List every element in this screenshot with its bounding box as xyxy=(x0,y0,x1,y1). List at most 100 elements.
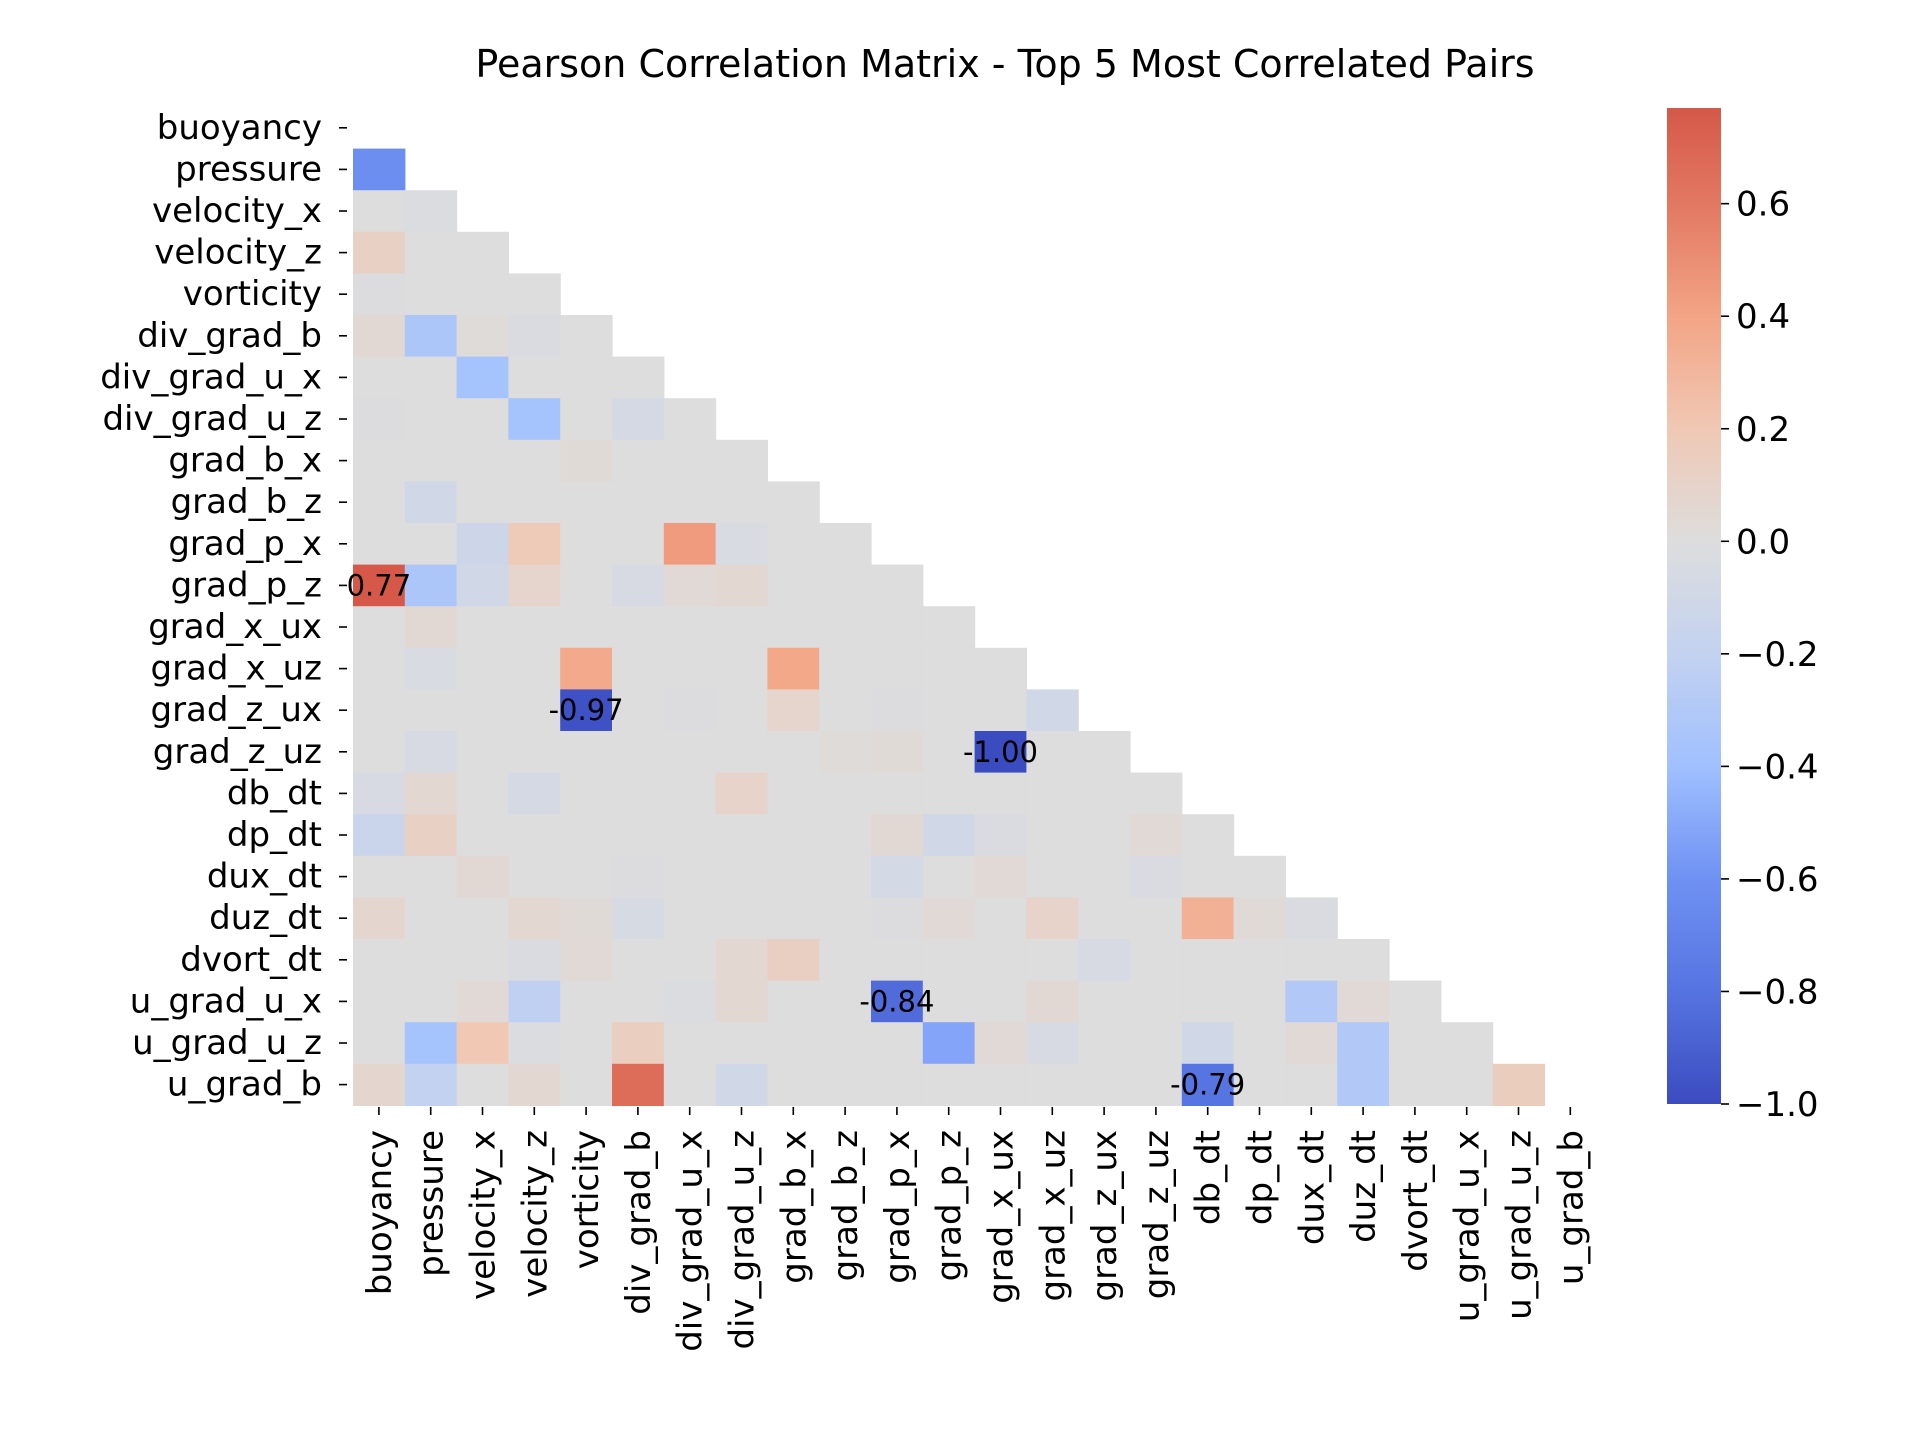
heatmap-cell xyxy=(456,1063,509,1106)
heatmap-cell xyxy=(871,855,924,898)
y-tick-label: grad_p_z xyxy=(171,565,322,605)
heatmap-cell xyxy=(508,439,561,482)
heatmap-cell xyxy=(404,814,458,857)
heatmap-cell xyxy=(404,855,458,898)
heatmap-cell xyxy=(404,980,458,1023)
heatmap-cell xyxy=(353,814,406,857)
colorbar-tick-label: −1.0 xyxy=(1736,1085,1819,1125)
heatmap-cell xyxy=(508,606,561,649)
heatmap-cell xyxy=(353,190,406,233)
heatmap-cell xyxy=(715,439,768,482)
heatmap-cell xyxy=(663,980,717,1023)
heatmap-cell xyxy=(508,356,561,399)
heatmap-cell xyxy=(1078,814,1131,857)
heatmap-cell xyxy=(404,647,458,690)
heatmap-cell xyxy=(974,1063,1027,1106)
heatmap-cell xyxy=(404,439,458,482)
heatmap-cell xyxy=(456,939,509,982)
heatmap-cell xyxy=(974,897,1027,940)
heatmap-cell xyxy=(663,564,717,607)
heatmap-cell xyxy=(508,980,561,1023)
heatmap-cell xyxy=(1389,1022,1442,1065)
heatmap-cell xyxy=(663,398,717,441)
heatmap-cell xyxy=(1233,897,1286,940)
heatmap-cell xyxy=(353,689,406,732)
heatmap-cell xyxy=(456,606,509,649)
heatmap-cell xyxy=(353,1022,406,1065)
heatmap-cell xyxy=(353,772,406,815)
y-tick-label: pressure xyxy=(175,149,322,189)
chart-title: Pearson Correlation Matrix - Top 5 Most … xyxy=(475,42,1534,86)
heatmap-cell xyxy=(819,689,872,732)
heatmap-cell xyxy=(560,689,613,732)
heatmap-cell xyxy=(1026,814,1079,857)
heatmap-cell xyxy=(612,564,665,607)
heatmap-cell xyxy=(456,439,509,482)
heatmap-cell xyxy=(1337,1022,1390,1065)
heatmap-cell xyxy=(508,564,561,607)
heatmap-cell xyxy=(819,855,872,898)
heatmap-cell xyxy=(353,647,406,690)
heatmap-cell xyxy=(353,731,406,774)
heatmap-cell xyxy=(1285,980,1338,1023)
heatmap-cell xyxy=(1026,897,1079,940)
heatmap-cell xyxy=(508,647,561,690)
heatmap-cell xyxy=(922,814,976,857)
heatmap-cell xyxy=(1130,1063,1183,1106)
heatmap-cell xyxy=(819,606,872,649)
y-tick-label: duz_dt xyxy=(209,898,322,938)
heatmap-cell xyxy=(560,980,613,1023)
heatmap-cell xyxy=(404,1063,458,1106)
colorbar-tick-label: 0.6 xyxy=(1736,185,1790,225)
heatmap-cell xyxy=(922,1022,976,1065)
heatmap-cell xyxy=(1440,1063,1494,1106)
heatmap-cell xyxy=(612,1022,665,1065)
x-tick-label: dp_dt xyxy=(1241,1130,1281,1225)
colorbar-tick-label: 0.4 xyxy=(1736,297,1790,337)
heatmap-cell xyxy=(1181,814,1235,857)
heatmap-cell xyxy=(663,814,717,857)
y-tick-label: grad_x_ux xyxy=(148,607,322,647)
heatmap-cells xyxy=(353,148,1545,1106)
heatmap-cell xyxy=(508,273,561,316)
heatmap-cell xyxy=(560,356,613,399)
heatmap-cell xyxy=(456,855,509,898)
heatmap-cell xyxy=(715,939,768,982)
heatmap-cell xyxy=(353,148,406,191)
x-tick-label: duz_dt xyxy=(1344,1130,1384,1243)
heatmap-cell xyxy=(922,731,976,774)
heatmap-cell xyxy=(819,523,872,566)
heatmap-cell xyxy=(663,731,717,774)
heatmap-cell xyxy=(1233,1022,1286,1065)
heatmap-cell xyxy=(612,980,665,1023)
heatmap-cell xyxy=(508,855,561,898)
y-tick-label: dvort_dt xyxy=(180,940,322,980)
cell-annotation: -0.84 xyxy=(859,984,934,1018)
heatmap-cell xyxy=(922,606,976,649)
heatmap-cell xyxy=(612,731,665,774)
heatmap-cell xyxy=(404,523,458,566)
heatmap-cell xyxy=(612,647,665,690)
heatmap-cell xyxy=(1285,939,1338,982)
x-tick-label: dvort_dt xyxy=(1396,1130,1436,1272)
heatmap-cell xyxy=(922,939,976,982)
colorbar-tick-label: −0.6 xyxy=(1736,860,1819,900)
heatmap-cell xyxy=(974,939,1027,982)
x-tick-label: u_grad_u_z xyxy=(1500,1130,1540,1320)
heatmap-cell xyxy=(1181,855,1235,898)
heatmap-cell xyxy=(1078,1022,1131,1065)
x-tick-label: grad_x_uz xyxy=(1033,1130,1073,1302)
heatmap-cell xyxy=(612,772,665,815)
heatmap-cell xyxy=(974,647,1027,690)
heatmap-cell xyxy=(974,980,1027,1023)
heatmap-cell xyxy=(404,564,458,607)
heatmap-cell xyxy=(767,772,820,815)
x-tick-label: velocity_x xyxy=(464,1130,504,1300)
heatmap-cell xyxy=(767,523,820,566)
heatmap-cell xyxy=(819,1063,872,1106)
heatmap-cell xyxy=(1285,1063,1338,1106)
heatmap-cell xyxy=(560,481,613,524)
heatmap-cell xyxy=(560,523,613,566)
colorbar-tick-label: −0.4 xyxy=(1736,747,1819,787)
